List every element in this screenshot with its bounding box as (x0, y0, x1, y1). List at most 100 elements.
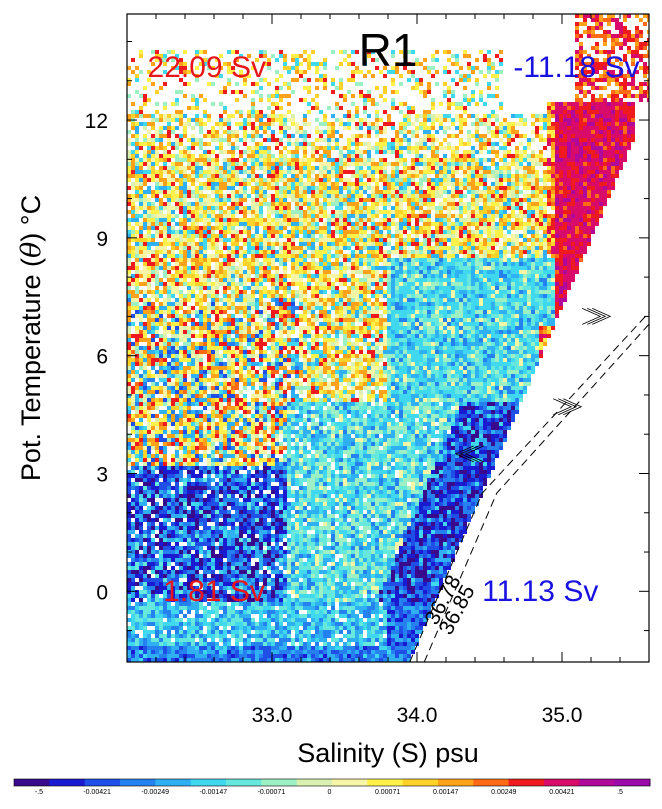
heatmap-cell (155, 514, 159, 518)
heatmap-cell (187, 330, 191, 334)
heatmap-cell (139, 238, 143, 242)
heatmap-cell (251, 298, 255, 302)
heatmap-cell (239, 566, 243, 570)
heatmap-cell (243, 434, 247, 438)
heatmap-cell (195, 258, 199, 262)
heatmap-cell (239, 594, 243, 598)
heatmap-cell (155, 286, 159, 290)
heatmap-cell (231, 242, 235, 246)
heatmap-cell (227, 522, 231, 526)
heatmap-cell (159, 430, 163, 434)
heatmap-cell (143, 474, 147, 478)
heatmap-cell (127, 630, 131, 634)
heatmap-cell (263, 622, 267, 626)
heatmap-cell (247, 330, 251, 334)
heatmap-cell (135, 554, 139, 558)
heatmap-cell (187, 446, 191, 450)
heatmap-cell (215, 266, 219, 270)
heatmap-cell (211, 318, 215, 322)
heatmap-cell (155, 398, 159, 402)
heatmap-cell (239, 486, 243, 490)
heatmap-cell (223, 582, 227, 586)
heatmap-cell (255, 606, 259, 610)
heatmap-cell (215, 438, 219, 442)
heatmap-cell (167, 306, 171, 310)
heatmap-cell (191, 154, 195, 158)
heatmap-cell (251, 630, 255, 634)
heatmap-cell (259, 174, 263, 178)
heatmap-cell (263, 646, 267, 650)
heatmap-cell (251, 162, 255, 166)
heatmap-cell (235, 438, 239, 442)
heatmap-cell (163, 158, 167, 162)
heatmap-cell (187, 502, 191, 506)
heatmap-cell (135, 506, 139, 510)
heatmap-cell (211, 194, 215, 198)
heatmap-cell (135, 222, 139, 226)
heatmap-cell (183, 346, 187, 350)
heatmap-cell (131, 618, 135, 622)
heatmap-cell (183, 198, 187, 202)
heatmap-cell (131, 366, 135, 370)
heatmap-cell (227, 630, 231, 634)
heatmap-cell (151, 582, 155, 586)
heatmap-cell (255, 430, 259, 434)
heatmap-cell (235, 506, 239, 510)
heatmap-cell (195, 310, 199, 314)
heatmap-cell (127, 498, 131, 502)
heatmap-cell (151, 142, 155, 146)
heatmap-cell (179, 322, 183, 326)
heatmap-cell (211, 210, 215, 214)
heatmap-cell (207, 226, 211, 230)
heatmap-cell (199, 142, 203, 146)
heatmap-cell (215, 330, 219, 334)
heatmap-cell (219, 278, 223, 282)
heatmap-cell (235, 414, 239, 418)
heatmap-cell (219, 366, 223, 370)
heatmap-cell (227, 142, 231, 146)
heatmap-cell (203, 626, 207, 630)
heatmap-cell (243, 442, 247, 446)
heatmap-cell (151, 230, 155, 234)
heatmap-cell (167, 382, 171, 386)
heatmap-cell (167, 142, 171, 146)
heatmap-cell (159, 54, 163, 58)
heatmap-cell (259, 446, 263, 450)
heatmap-cell (207, 338, 211, 342)
heatmap-cell (227, 618, 231, 622)
heatmap-cell (207, 322, 211, 326)
heatmap-cell (127, 438, 131, 442)
heatmap-cell (259, 422, 263, 426)
heatmap-cell (267, 262, 271, 266)
heatmap-cell (259, 330, 263, 334)
heatmap-cell (187, 70, 191, 74)
heatmap-cell (147, 478, 151, 482)
heatmap-cell (207, 414, 211, 418)
heatmap-cell (179, 466, 183, 470)
heatmap-cell (179, 622, 183, 626)
heatmap-cell (239, 218, 243, 222)
heatmap-cell (215, 254, 219, 258)
heatmap-cell (243, 554, 247, 558)
heatmap-cell (127, 646, 131, 650)
heatmap-cell (223, 594, 227, 598)
heatmap-cell (211, 534, 215, 538)
heatmap-cell (199, 494, 203, 498)
heatmap-cell (199, 606, 203, 610)
heatmap-cell (179, 618, 183, 622)
heatmap-cell (207, 454, 211, 458)
heatmap-cell (151, 114, 155, 118)
heatmap-cell (179, 638, 183, 642)
heatmap-cell (211, 306, 215, 310)
heatmap-cell (215, 454, 219, 458)
heatmap-cell (231, 550, 235, 554)
heatmap-cell (199, 534, 203, 538)
heatmap-cell (179, 314, 183, 318)
heatmap-cell (259, 178, 263, 182)
heatmap-cell (247, 634, 251, 638)
heatmap-cell (183, 182, 187, 186)
heatmap-cell (215, 130, 219, 134)
heatmap-cell (139, 618, 143, 622)
heatmap-cell (135, 110, 139, 114)
heatmap-cell (147, 390, 151, 394)
